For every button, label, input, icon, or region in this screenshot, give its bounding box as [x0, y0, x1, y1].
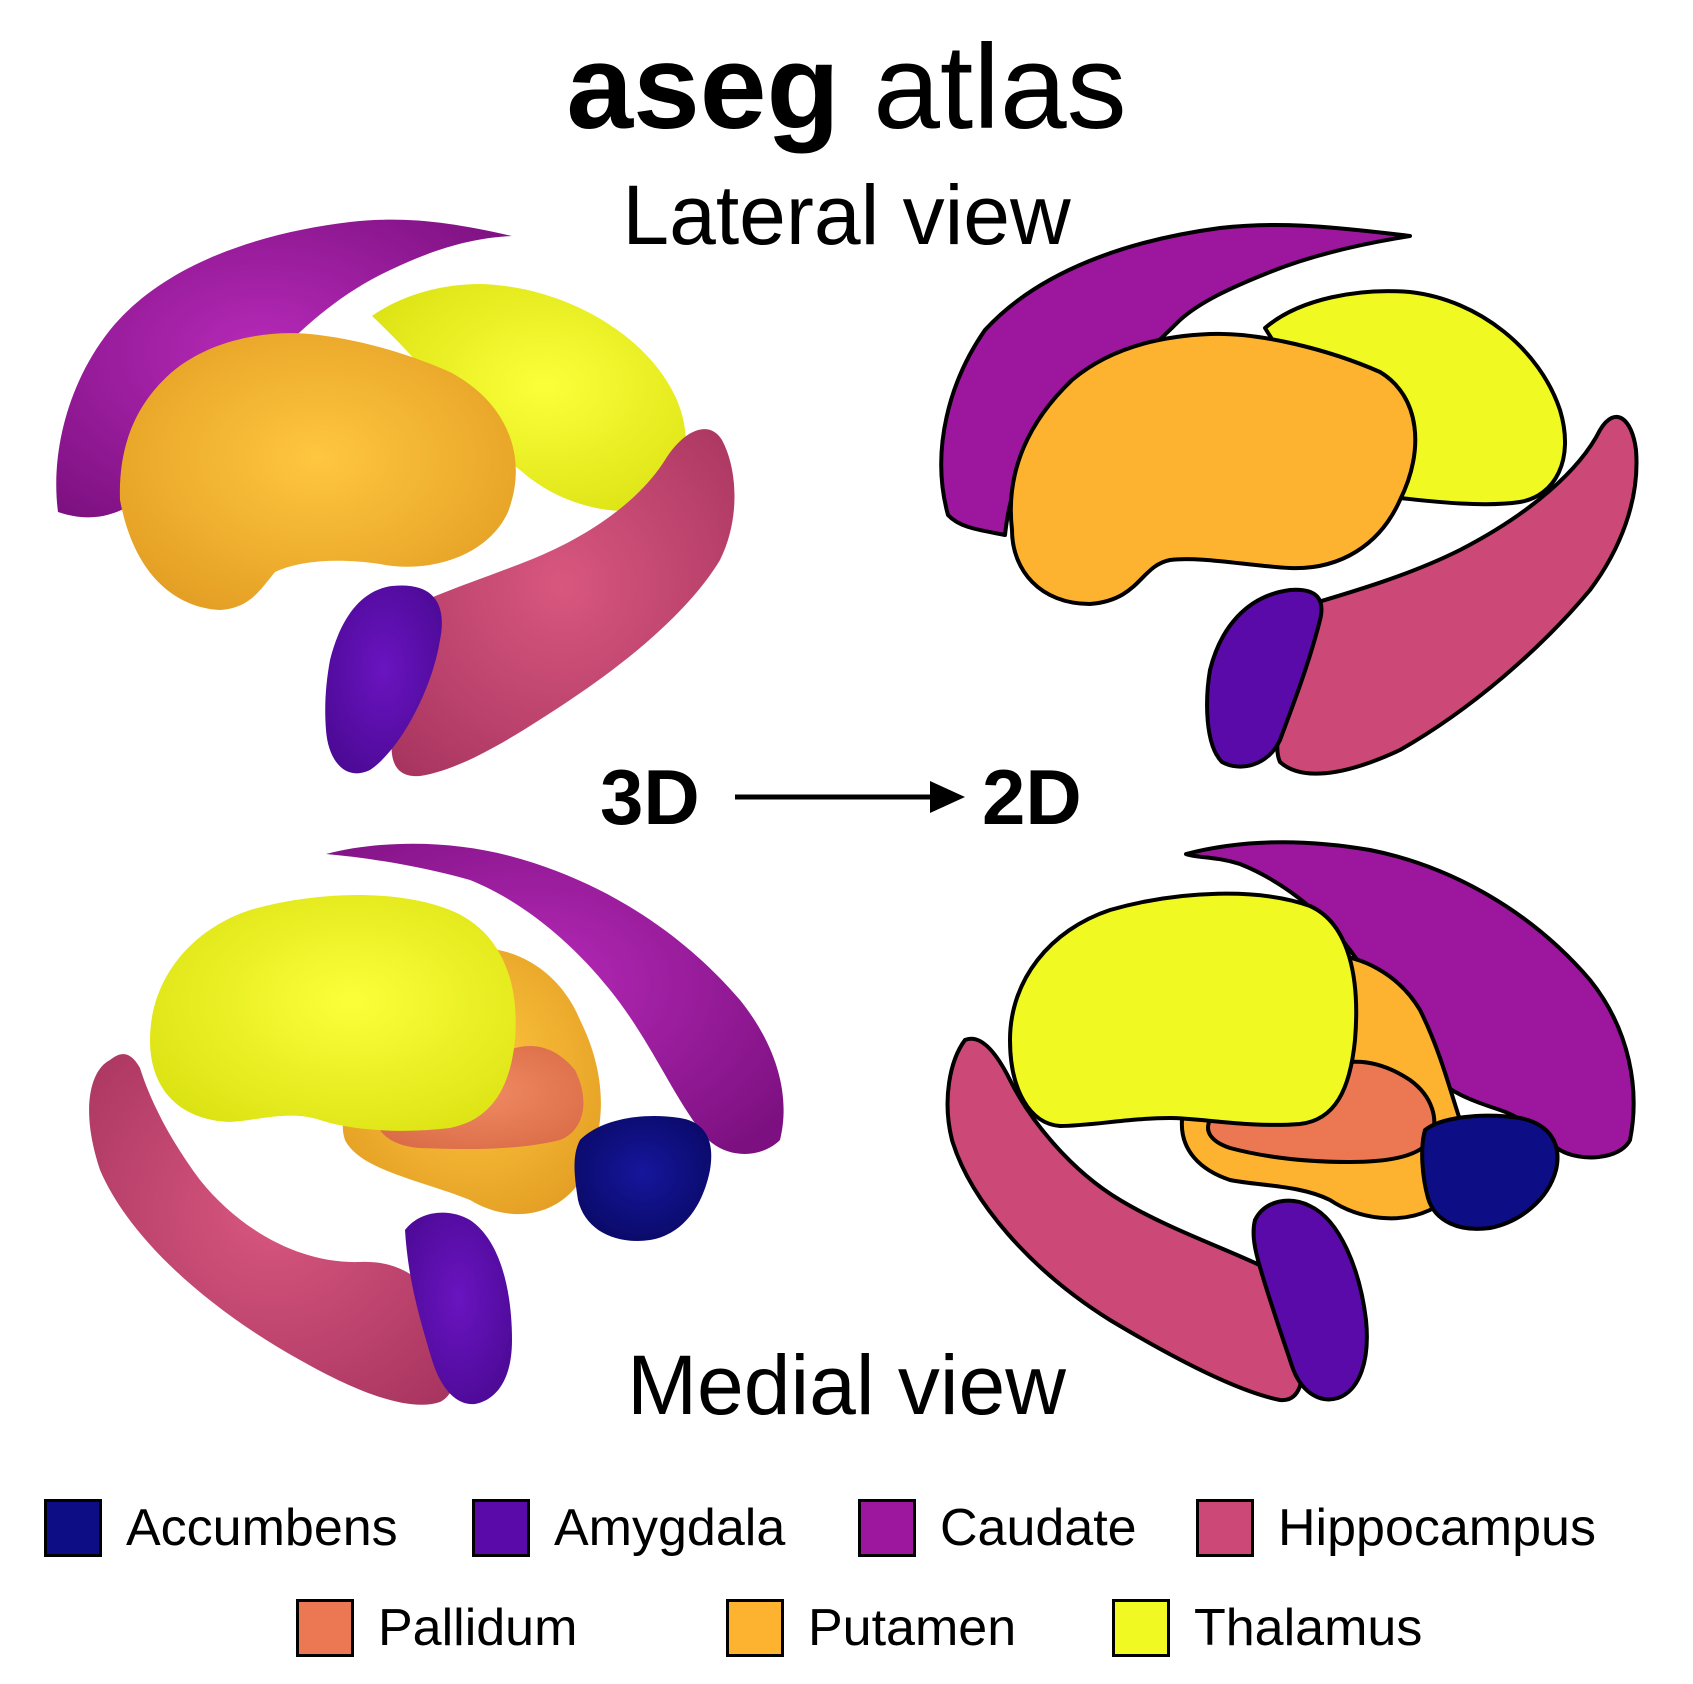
lateral-view-label: Lateral view — [622, 168, 1071, 262]
lateral-2d-amygdala — [1205, 587, 1324, 769]
medial-view-label: Medial view — [627, 1338, 1066, 1432]
medial-2d-view — [945, 840, 1636, 1403]
lateral-3d-view — [56, 219, 735, 777]
lateral-2d-putamen — [1008, 331, 1418, 606]
conversion-from-label: 3D — [600, 753, 700, 841]
legend-item-caudate: Caudate — [858, 1498, 1137, 1558]
lateral-3d-thalamus — [372, 284, 686, 511]
legend-swatch-caudate — [858, 1499, 916, 1557]
medial-2d-amygdala — [1251, 1198, 1369, 1402]
legend-swatch-hippocampus — [1196, 1499, 1254, 1557]
lateral-3d-amygdala — [325, 585, 442, 774]
medial-2d-accumbens — [1420, 1113, 1560, 1231]
legend-label-pallidum: Pallidum — [378, 1599, 578, 1657]
legend-item-accumbens: Accumbens — [44, 1498, 398, 1558]
legend-label-amygdala: Amygdala — [554, 1499, 786, 1557]
title-regular: atlas — [873, 20, 1127, 154]
legend-swatch-pallidum — [296, 1599, 354, 1657]
legend-item-hippocampus: Hippocampus — [1196, 1498, 1596, 1558]
legend-swatch-accumbens — [44, 1499, 102, 1557]
figure-title: aseg atlas — [0, 22, 1693, 152]
lateral-3d-hippocampus — [390, 429, 735, 777]
title-bold: aseg — [566, 20, 840, 154]
lateral-3d-putamen — [119, 333, 516, 610]
medial-2d-thalamus — [1008, 891, 1359, 1128]
medial-3d-thalamus — [150, 895, 516, 1131]
legend-swatch-thalamus — [1112, 1599, 1170, 1657]
legend-label-putamen: Putamen — [808, 1599, 1017, 1657]
medial-3d-amygdala — [405, 1212, 512, 1405]
legend-label-thalamus: Thalamus — [1194, 1599, 1423, 1657]
legend-label-accumbens: Accumbens — [126, 1499, 398, 1557]
medial-3d-hippocampus — [89, 1054, 456, 1405]
legend-swatch-putamen — [726, 1599, 784, 1657]
conversion-arrow — [735, 781, 965, 813]
legend-item-pallidum: Pallidum — [296, 1598, 577, 1658]
legend-label-hippocampus: Hippocampus — [1278, 1499, 1596, 1557]
medial-3d-view — [89, 843, 784, 1405]
legend-label-caudate: Caudate — [940, 1499, 1137, 1557]
legend-item-amygdala: Amygdala — [472, 1498, 785, 1558]
medial-3d-accumbens — [574, 1116, 712, 1241]
legend-item-thalamus: Thalamus — [1112, 1598, 1422, 1658]
lateral-2d-view — [939, 222, 1639, 776]
legend-swatch-amygdala — [472, 1499, 530, 1557]
conversion-to-label: 2D — [982, 753, 1082, 841]
legend-item-putamen: Putamen — [726, 1598, 1016, 1658]
medial-3d-caudate — [326, 843, 784, 1154]
